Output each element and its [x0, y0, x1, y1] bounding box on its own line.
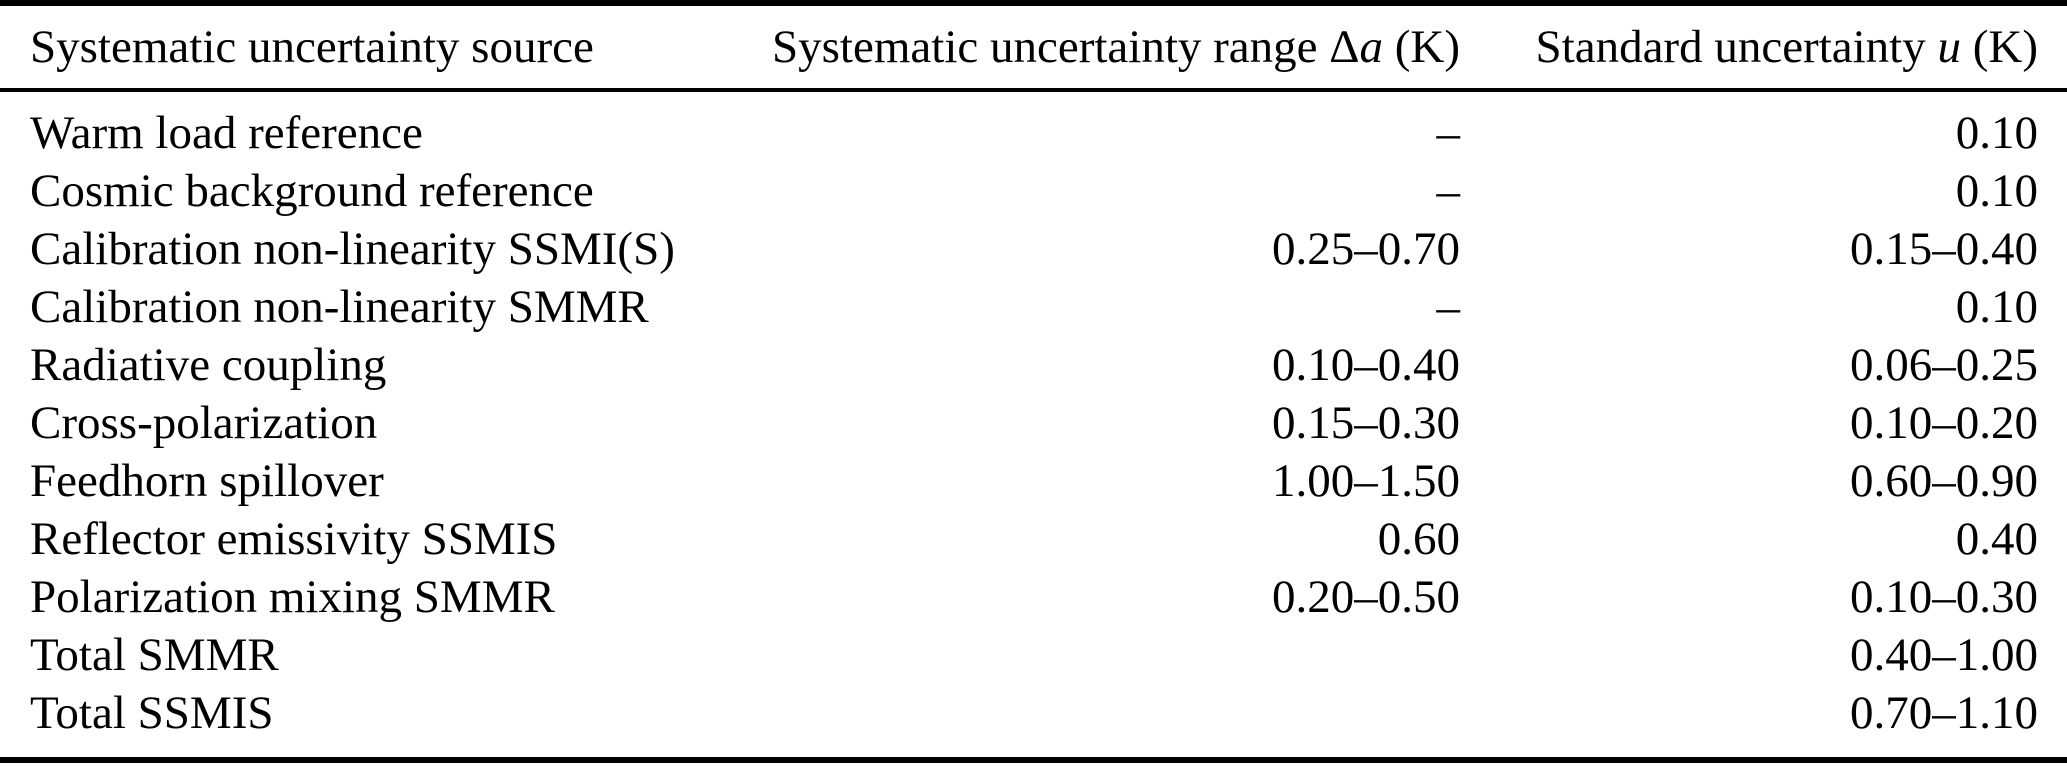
bottom-rule	[0, 757, 2067, 763]
table-row: Calibration non-linearity SMMR – 0.10	[0, 278, 2067, 336]
table-row: Polarization mixing SMMR 0.20–0.50 0.10–0.…	[0, 568, 2067, 626]
range-cell: –	[1436, 281, 1461, 333]
table-row: Cosmic background reference – 0.10	[0, 162, 2067, 220]
table-row: Calibration non-linearity SSMI(S) 0.25–0.…	[0, 220, 2067, 278]
source-cell: Calibration non-linearity SSMI(S)	[30, 223, 675, 275]
source-cell: Warm load reference	[30, 107, 423, 159]
source-cell: Calibration non-linearity SMMR	[30, 281, 649, 333]
header-range: Systematic uncertainty range Δa (K)	[700, 6, 1460, 88]
range-cell: 0.15–0.30	[1272, 397, 1460, 449]
source-cell: Reflector emissivity SSMIS	[30, 513, 558, 565]
std-cell: 0.70–1.10	[1850, 687, 2038, 739]
range-cell: –	[1436, 165, 1461, 217]
header-rule	[0, 88, 2067, 92]
std-cell: 0.15–0.40	[1850, 223, 2038, 275]
std-cell: 0.10	[1955, 281, 2038, 333]
table-body: Warm load reference –0.10 Cosmic backgroun…	[0, 92, 2067, 742]
source-cell: Cross-polarization	[30, 397, 378, 449]
source-cell: Polarization mixing SMMR	[30, 571, 555, 623]
table-header-row: Systematic uncertainty source Systematic…	[0, 6, 2067, 88]
source-cell: Total SSMIS	[30, 687, 274, 739]
source-cell: Cosmic background reference	[30, 165, 594, 217]
range-cell: 0.60	[1377, 513, 1460, 565]
header-range-prefix: Systematic uncertainty range Δ	[772, 21, 1360, 73]
range-cell: 0.25–0.70	[1272, 223, 1460, 275]
header-std-prefix: Standard uncertainty	[1535, 21, 1938, 73]
range-cell: –	[1436, 107, 1461, 159]
source-cell: Radiative coupling	[30, 339, 387, 391]
source-cell: Feedhorn spillover	[30, 455, 384, 507]
header-std: Standard uncertainty u (K)	[1460, 6, 2038, 88]
table-row: Feedhorn spillover 1.00–1.50 0.60–0.90	[0, 452, 2067, 510]
table-row: Cross-polarization 0.15–0.30 0.10–0.20	[0, 394, 2067, 452]
std-cell: 0.40	[1955, 513, 2038, 565]
std-cell: 0.10	[1955, 165, 2038, 217]
std-cell: 0.60–0.90	[1850, 455, 2038, 507]
header-source: Systematic uncertainty source	[30, 6, 700, 88]
std-cell: 0.10	[1955, 107, 2038, 159]
table-row: Total SMMR 0.40–1.00	[0, 626, 2067, 684]
std-cell: 0.40–1.00	[1850, 629, 2038, 681]
header-range-variable: a	[1359, 21, 1384, 73]
table-row: Radiative coupling 0.10–0.40 0.06–0.25	[0, 336, 2067, 394]
table-row: Warm load reference – 0.10	[0, 104, 2067, 162]
header-std-variable: u	[1937, 21, 1962, 73]
header-source-label: Systematic uncertainty source	[30, 21, 594, 73]
range-cell: 0.20–0.50	[1272, 571, 1460, 623]
std-cell: 0.10–0.20	[1850, 397, 2038, 449]
source-cell: Total SMMR	[30, 629, 279, 681]
table-row: Total SSMIS 0.70–1.10	[0, 684, 2067, 742]
range-cell: 1.00–1.50	[1272, 455, 1460, 507]
table-row: Reflector emissivity SSMIS 0.60 0.40	[0, 510, 2067, 568]
header-std-suffix: (K)	[1961, 21, 2038, 73]
std-cell: 0.06–0.25	[1850, 339, 2038, 391]
std-cell: 0.10–0.30	[1850, 571, 2038, 623]
top-rule	[0, 0, 2067, 6]
range-cell: 0.10–0.40	[1272, 339, 1460, 391]
header-range-suffix: (K)	[1383, 21, 1460, 73]
